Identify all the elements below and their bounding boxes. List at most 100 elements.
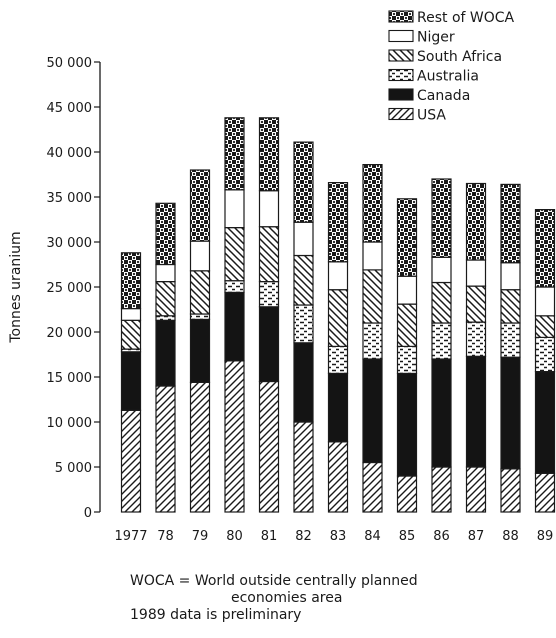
bar-segment-canada xyxy=(465,355,487,468)
legend-swatch xyxy=(388,88,414,101)
y-tick-label: 30 000 xyxy=(47,236,93,251)
legend-swatch xyxy=(388,29,414,43)
bar-segment-canada xyxy=(362,358,383,464)
bar-segment-south-africa xyxy=(500,289,521,324)
x-tick-label: 85 xyxy=(399,529,416,544)
bar-segment-rest-of-woca xyxy=(362,164,383,243)
x-tick-label: 87 xyxy=(468,529,485,544)
bar-segment-usa xyxy=(155,385,176,513)
bar-segment-niger xyxy=(258,190,280,228)
legend-swatch xyxy=(388,107,414,121)
bar-segment-rest-of-woca xyxy=(431,178,452,258)
y-tick-label: 50 000 xyxy=(47,56,93,71)
y-tick-label: 10 000 xyxy=(47,416,93,431)
bar-segment-australia xyxy=(189,313,211,321)
bar-segment-rest-of-woca xyxy=(155,202,176,266)
bar-segment-usa xyxy=(327,441,349,513)
bar-segment-niger xyxy=(224,189,245,229)
bar-segment-canada xyxy=(534,371,556,474)
y-tick-label: 40 000 xyxy=(47,146,93,161)
legend: Rest of WOCA Niger South Africa Australia Ca… xyxy=(388,10,515,124)
bar-segment-rest-of-woca xyxy=(500,183,521,264)
legend-swatch xyxy=(388,49,414,62)
bar-segment-rest-of-woca xyxy=(396,198,418,277)
bar-segment-australia xyxy=(396,345,418,374)
bar-segment-australia xyxy=(258,281,280,308)
legend-label: Rest of WOCA xyxy=(417,10,515,26)
bar-segment-canada xyxy=(258,306,280,383)
bar-segment-australia xyxy=(224,280,245,294)
y-tick-label: 25 000 xyxy=(47,281,93,296)
x-tick-label: 79 xyxy=(192,529,209,544)
bar-segment-niger xyxy=(431,256,452,284)
bar-segment-niger xyxy=(500,262,521,291)
bar-segment-usa xyxy=(500,468,521,513)
bar-segment-niger xyxy=(189,240,211,272)
bar-segment-rest-of-woca xyxy=(224,117,245,191)
bar-segment-rest-of-woca xyxy=(534,209,556,288)
legend-label: Australia xyxy=(417,69,479,85)
bar-segment-south-africa xyxy=(362,269,383,324)
bar-segment-australia xyxy=(534,336,556,373)
y-tick-label: 5 000 xyxy=(55,461,92,476)
bar-segment-niger xyxy=(534,286,556,317)
bar-segment-rest-of-woca xyxy=(120,252,142,310)
bar-segment-niger xyxy=(120,308,142,321)
y-tick-label: 0 xyxy=(84,506,92,521)
x-tick-label: 78 xyxy=(157,529,174,544)
y-tick-label: 15 000 xyxy=(47,371,93,386)
x-tick-label: 86 xyxy=(433,529,450,544)
y-tick-label: 35 000 xyxy=(47,191,93,206)
x-tick-label: 82 xyxy=(295,529,312,544)
bar-segment-canada xyxy=(189,318,211,383)
bar-segment-south-africa xyxy=(431,281,452,324)
bar-segment-usa xyxy=(362,461,383,513)
legend-label: South Africa xyxy=(417,49,502,65)
bar-segment-usa xyxy=(293,421,314,513)
bar-segment-rest-of-woca xyxy=(258,117,280,192)
bar-segment-australia xyxy=(293,304,314,344)
legend-swatch xyxy=(388,68,414,82)
bar-segment-south-africa xyxy=(224,227,245,282)
bar-segment-australia xyxy=(431,322,452,360)
legend-label: Niger xyxy=(417,30,455,46)
x-tick-label: 81 xyxy=(261,529,278,544)
bars: 1977 78 79 80 81 82 83 84 85 86 87 88 89 xyxy=(114,117,556,544)
bar-segment-canada xyxy=(500,356,521,470)
bar-segment-niger xyxy=(327,261,349,291)
x-tick-label: 80 xyxy=(226,529,243,544)
woca-definition-continued: economies area xyxy=(231,590,343,606)
bar-segment-usa xyxy=(534,472,556,513)
bar-segment-australia xyxy=(465,321,487,357)
bar-segment-south-africa xyxy=(120,319,142,350)
bar-segment-south-africa xyxy=(327,289,349,348)
x-tick-label: 84 xyxy=(364,529,381,544)
bar-segment-south-africa xyxy=(293,254,314,306)
bar-segment-usa xyxy=(224,360,245,513)
bar-segment-australia xyxy=(155,315,176,321)
bar-segment-canada xyxy=(120,351,142,411)
bar-segment-australia xyxy=(327,345,349,374)
bar-segment-rest-of-woca xyxy=(189,169,211,242)
y-tick-label: 20 000 xyxy=(47,326,93,341)
bar-segment-south-africa xyxy=(534,315,556,338)
bar-segment-south-africa xyxy=(465,285,487,323)
bar-segment-niger xyxy=(396,275,418,305)
bar-segment-usa xyxy=(465,466,487,513)
x-tick-label: 83 xyxy=(330,529,347,544)
legend-label: Canada xyxy=(417,88,470,104)
bar-segment-canada xyxy=(396,372,418,477)
bar-segment-australia xyxy=(362,322,383,360)
woca-definition-note: WOCA = World outside centrally planned xyxy=(130,573,418,589)
bar-segment-rest-of-woca xyxy=(327,182,349,263)
bar-segment-canada xyxy=(327,372,349,443)
x-tick-label: 88 xyxy=(502,529,519,544)
bar-segment-usa xyxy=(258,380,280,513)
bar-segment-usa xyxy=(396,475,418,513)
axes: 0 5 000 10 000 15 000 20 000 25 000 30 000 35 0… xyxy=(8,56,101,521)
bar-segment-canada xyxy=(155,319,176,387)
bar-segment-rest-of-woca xyxy=(465,182,487,261)
x-tick-label: 89 xyxy=(537,529,554,544)
bar-segment-usa xyxy=(120,409,142,513)
